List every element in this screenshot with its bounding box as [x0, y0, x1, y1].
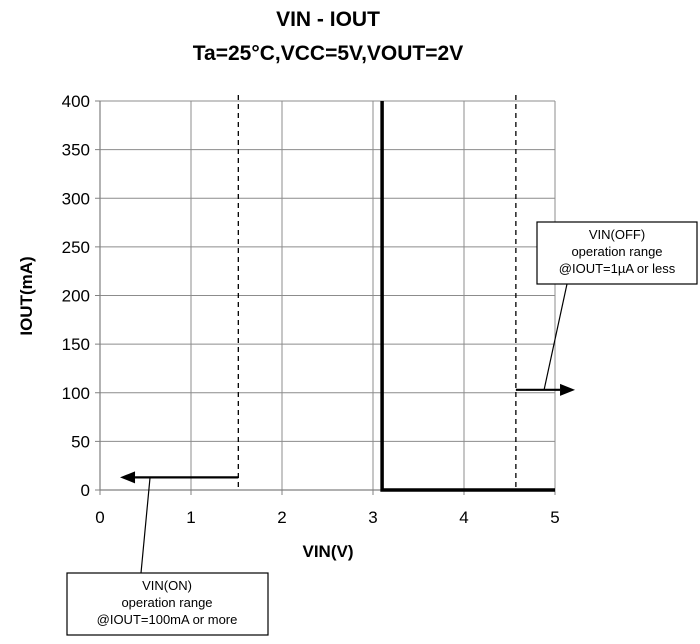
- on-note-box: [66, 572, 269, 636]
- off-note-box: [536, 221, 698, 285]
- x-tick-label: 2: [277, 508, 286, 527]
- off-note-line: VIN(OFF): [589, 227, 645, 242]
- x-tick-labels: 0 1 2 3 4 5: [95, 508, 559, 527]
- off-note-line: operation range: [571, 244, 662, 259]
- y-tick-label: 150: [62, 335, 90, 354]
- on-arrow-head: [120, 471, 136, 484]
- y-tick-label: 100: [62, 384, 90, 403]
- y-tick-label: 400: [62, 92, 90, 111]
- on-note-pointer: [140, 477, 151, 574]
- y-tick-label: 200: [62, 287, 90, 306]
- x-tick-label: 0: [95, 508, 104, 527]
- y-tick-label: 0: [81, 481, 90, 500]
- grid: [100, 100, 556, 490]
- off-note-pointer: [543, 283, 568, 390]
- y-tick-label: 250: [62, 238, 90, 257]
- on-note-line: VIN(ON): [142, 578, 192, 593]
- series-layer: [380, 101, 555, 492]
- annotations: VIN(ON) operation range @IOUT=100mA or mor…: [66, 221, 698, 636]
- chart-subtitle: Ta=25°C,VCC=5V,VOUT=2V: [193, 42, 463, 65]
- x-tick-label: 1: [186, 508, 195, 527]
- y-tick-label: 50: [71, 432, 90, 451]
- on-note-line: operation range: [121, 595, 212, 610]
- off-note-line: @IOUT=1µA or less: [559, 261, 676, 276]
- y-axis-label: IOUT(mA): [17, 256, 36, 335]
- plot-frame: [95, 100, 556, 495]
- x-tick-label: 3: [368, 508, 377, 527]
- x-axis-label: VIN(V): [303, 542, 354, 561]
- on-note-line: @IOUT=100mA or more: [97, 612, 238, 627]
- y-tick-label: 350: [62, 141, 90, 160]
- range-markers: [237, 95, 517, 490]
- x-tick-label: 5: [550, 508, 559, 527]
- series-line: [380, 101, 555, 492]
- y-tick-label: 300: [62, 189, 90, 208]
- x-tick-label: 4: [459, 508, 468, 527]
- off-arrow-head: [560, 383, 576, 396]
- chart-title: VIN - IOUT: [276, 8, 380, 31]
- y-tick-labels: 0 50 100 150 200 250 300 350 400: [62, 92, 90, 500]
